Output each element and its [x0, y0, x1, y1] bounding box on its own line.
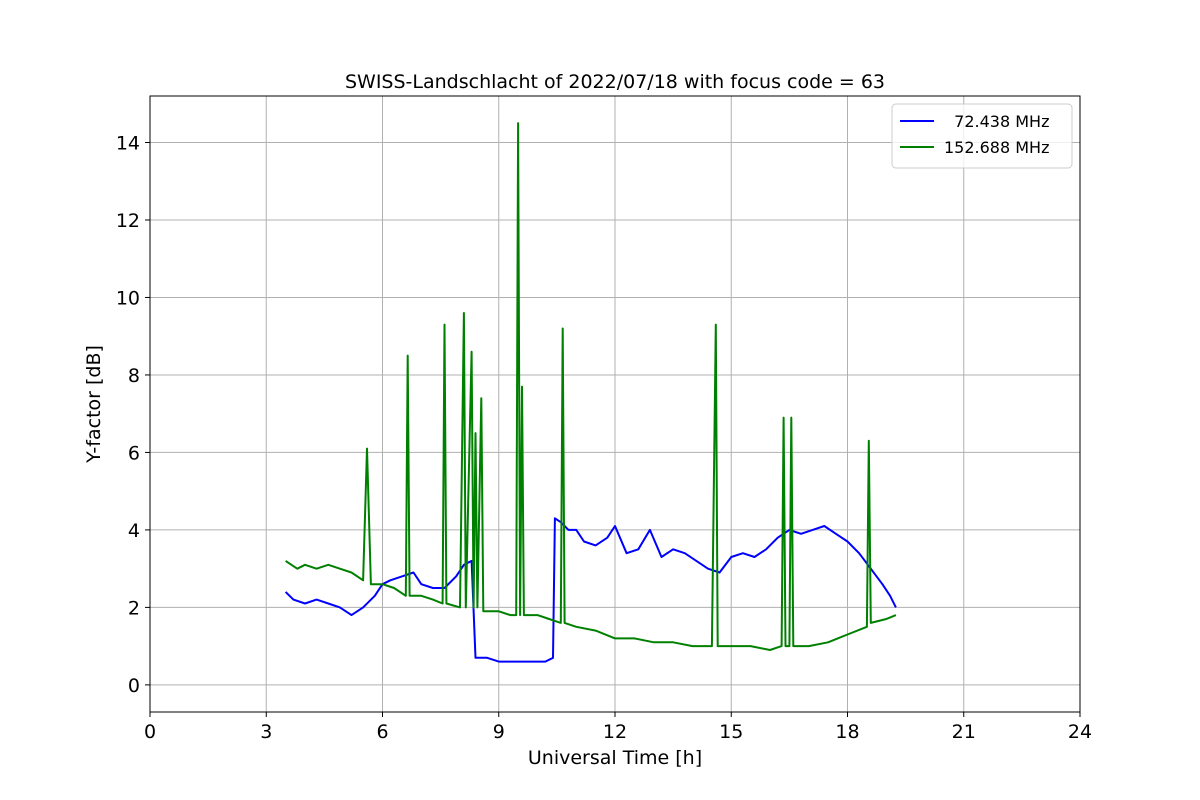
y-tick-label: 4 — [128, 520, 140, 542]
y-tick-label: 12 — [116, 210, 140, 232]
y-tick-label: 2 — [128, 597, 140, 619]
x-tick-label: 18 — [835, 721, 859, 743]
x-tick-label: 21 — [952, 721, 976, 743]
y-tick-label: 0 — [128, 675, 140, 697]
x-tick-label: 6 — [376, 721, 388, 743]
x-tick-label: 15 — [719, 721, 743, 743]
x-axis-title: Universal Time [h] — [528, 747, 702, 769]
x-tick-label: 24 — [1068, 721, 1092, 743]
legend-box — [891, 103, 1073, 169]
legend-label: 72.438 MHz — [944, 112, 1049, 131]
legend-label: 152.688 MHz — [944, 138, 1049, 157]
legend: 72.438 MHz 152.688 MHz — [891, 103, 1073, 169]
y-tick-label: 14 — [116, 132, 140, 154]
x-tick-label: 12 — [603, 721, 627, 743]
y-axis-title: Y-factor [dB] — [83, 345, 105, 464]
x-tick-label: 9 — [493, 721, 505, 743]
y-tick-label: 8 — [128, 365, 140, 387]
y-tick-label: 6 — [128, 442, 140, 464]
y-axis-ticks: 0 2 4 6 8 10 12 14 — [116, 132, 150, 697]
chart-title: SWISS-Landschlacht of 2022/07/18 with fo… — [345, 71, 885, 93]
x-tick-label: 0 — [144, 721, 156, 743]
plot-lines — [284, 122, 897, 663]
y-tick-label: 10 — [116, 287, 140, 309]
series-line-2 — [285, 122, 897, 651]
x-tick-label: 3 — [260, 721, 272, 743]
x-axis-ticks: 0 3 6 9 12 15 18 21 24 — [144, 712, 1092, 743]
